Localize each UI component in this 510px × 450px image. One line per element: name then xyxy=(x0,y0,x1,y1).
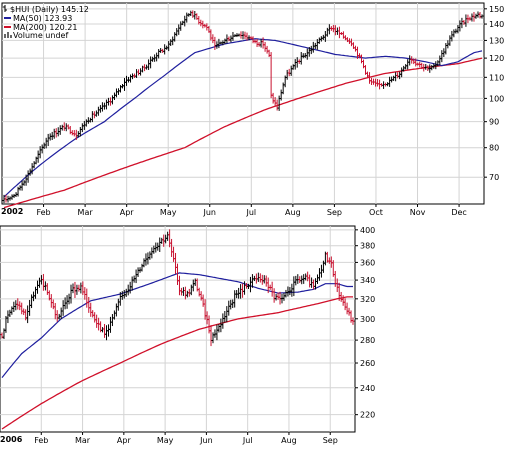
top-x-axis-ticks: Feb Mar Apr May Jun Jul Aug Sep Oct Nov Dec xyxy=(36,204,467,217)
ma200-line xyxy=(1,296,353,430)
x-tick-label: Jul xyxy=(245,208,256,217)
ohlc-bar xyxy=(480,14,484,19)
ma200-line xyxy=(3,57,483,209)
bottom-y-axis-ticks: 220 240 260 280 300 320 340 360 380 400 xyxy=(355,226,375,420)
x-tick-label: Sep xyxy=(323,436,338,445)
y-tick-label: 130 xyxy=(489,36,504,45)
x-tick-label: Aug xyxy=(281,436,297,445)
y-tick-label: 300 xyxy=(360,315,375,324)
x-tick-label: Apr xyxy=(117,436,132,445)
x-tick-label: Aug xyxy=(285,208,301,217)
x-tick-label: Jun xyxy=(199,436,213,445)
y-tick-label: 70 xyxy=(489,173,499,182)
y-tick-label: 380 xyxy=(360,242,375,251)
y-tick-label: 120 xyxy=(489,54,504,63)
bottom-x-axis-ticks: Feb Mar Apr May Jun Jul Aug Sep xyxy=(34,432,338,445)
ohlc-bar xyxy=(351,317,355,325)
x-tick-label: Apr xyxy=(120,208,135,217)
y-tick-label: 240 xyxy=(360,384,375,393)
chart-tool-icon xyxy=(3,5,7,12)
x-tick-label: Oct xyxy=(369,208,383,217)
x-tick-label: Nov xyxy=(410,208,426,217)
y-tick-label: 80 xyxy=(489,144,499,153)
x-tick-label: Dec xyxy=(451,208,466,217)
x-tick-label: Mar xyxy=(78,208,94,217)
top-year-label: 2002 xyxy=(1,207,23,216)
y-tick-label: 280 xyxy=(360,336,375,345)
ma50-line xyxy=(3,38,483,198)
y-tick-label: 90 xyxy=(489,118,499,127)
x-tick-label: Sep xyxy=(327,208,342,217)
top-y-axis-ticks: 70 80 90 100 110 120 130 140 150 xyxy=(484,5,504,182)
y-tick-label: 220 xyxy=(360,411,375,420)
top-legend: $HUI (Daily) 145.12 MA(50) 123.93 MA(200… xyxy=(3,5,89,40)
x-tick-label: Jun xyxy=(203,208,217,217)
volume-bars-icon xyxy=(4,32,12,38)
ma50-legend-label: MA(50) 123.93 xyxy=(13,14,72,23)
bottom-chart: 220 240 260 280 300 320 340 360 380 400 Feb Mar Apr… xyxy=(0,225,375,445)
y-tick-label: 110 xyxy=(489,73,504,82)
bottom-year-label: 2006 xyxy=(0,435,23,444)
x-tick-label: May xyxy=(157,436,174,445)
top-ma50-line xyxy=(3,38,483,198)
y-tick-label: 150 xyxy=(489,5,504,14)
top-ma200-line xyxy=(3,57,483,209)
top-chart: 70 80 90 100 110 120 130 140 150 Feb Mar Apr May Jun… xyxy=(1,2,504,217)
top-price-bars xyxy=(2,10,484,204)
y-tick-label: 400 xyxy=(360,226,375,235)
y-tick-label: 340 xyxy=(360,276,375,285)
bottom-price-bars xyxy=(0,229,355,347)
y-tick-label: 140 xyxy=(489,20,504,29)
bottom-ma200-line xyxy=(1,296,353,430)
x-tick-label: Mar xyxy=(75,436,91,445)
x-tick-label: May xyxy=(160,208,177,217)
bottom-plot-frame xyxy=(0,225,356,433)
x-tick-label: Jul xyxy=(242,436,253,445)
x-tick-label: Feb xyxy=(36,208,50,217)
ma200-legend-label: MA(200) 120.21 xyxy=(13,23,77,32)
x-tick-label: Feb xyxy=(34,436,48,445)
y-tick-label: 320 xyxy=(360,295,375,304)
y-tick-label: 100 xyxy=(489,94,504,103)
y-tick-label: 360 xyxy=(360,258,375,267)
y-tick-label: 260 xyxy=(360,359,375,368)
volume-legend-label: Volume undef xyxy=(13,31,68,40)
bottom-gridlines xyxy=(0,226,355,432)
top-chart-title: $HUI (Daily) 145.12 xyxy=(10,5,89,14)
